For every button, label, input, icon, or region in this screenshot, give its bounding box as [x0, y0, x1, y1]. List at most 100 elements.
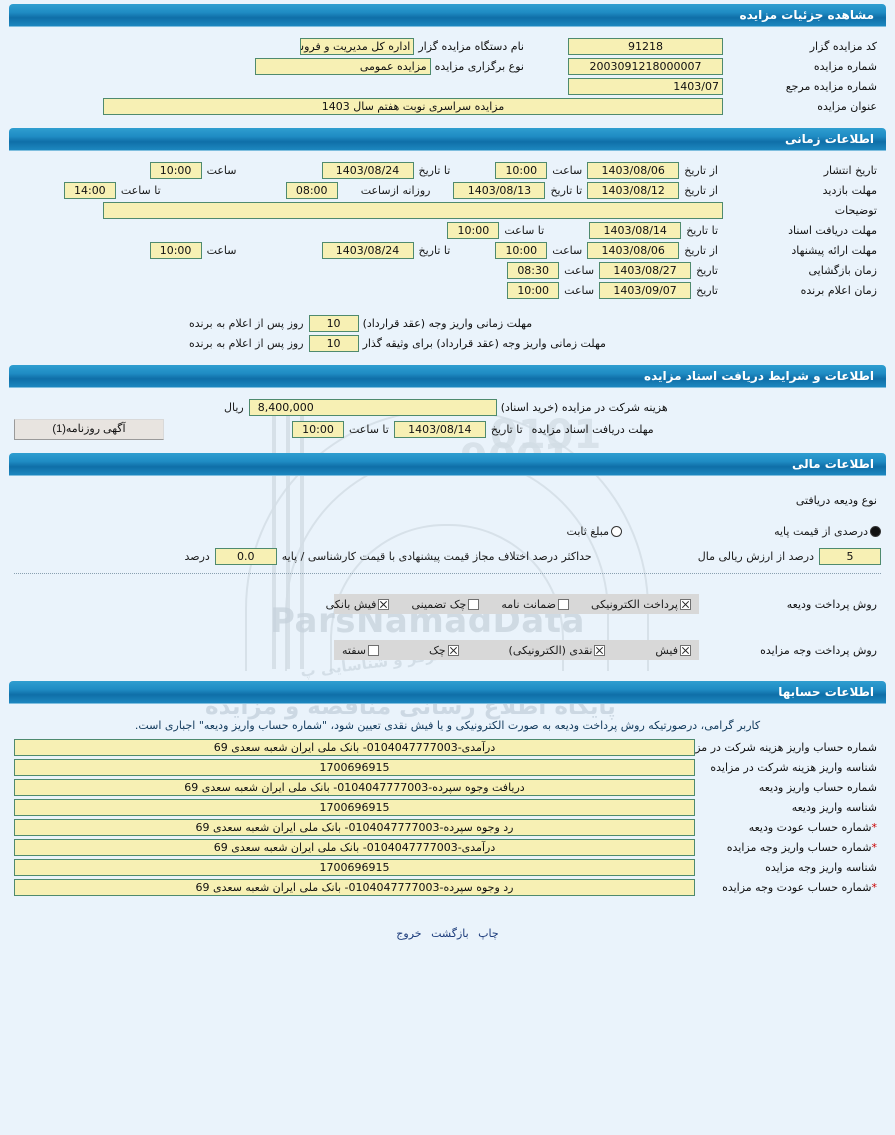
radio-percent-of-base[interactable]: درصدی از قیمت پایه — [774, 525, 881, 538]
row-offer-deadline: مهلت ارائه پیشنهاد از تاریخ 1403/08/06 س… — [0, 242, 895, 259]
checkbox-promissory-icon — [368, 644, 380, 656]
field-visit-from-date[interactable]: 1403/08/12 — [587, 182, 680, 199]
account-field-7[interactable]: رد وجوه سپرده-0104047777003- بانک ملی ای… — [14, 879, 695, 896]
checkbox-auction-receipt[interactable]: فیش — [655, 644, 691, 657]
account-field-4[interactable]: رد وجوه سپرده-0104047777003- بانک ملی ای… — [14, 819, 695, 836]
checkbox-auction-promissory[interactable]: سفته — [342, 644, 380, 657]
label-publish-to: تا تاریخ — [418, 164, 451, 177]
field-opening-date[interactable]: 1403/08/27 — [599, 262, 692, 279]
account-field-0[interactable]: درآمدی-0104047777003- بانک ملی ایران شعب… — [14, 739, 695, 756]
account-field-3[interactable]: 1700696915 — [14, 799, 695, 816]
field-holding-type[interactable]: مزایده عمومی — [254, 58, 431, 75]
field-publish-to-time[interactable]: 10:00 — [149, 162, 202, 179]
field-participation-fee[interactable]: 8,400,000 — [248, 399, 497, 416]
label-deposit-opt-0: پرداخت الکترونیکی — [591, 597, 678, 611]
label-winner-hour: ساعت — [564, 284, 595, 297]
field-winner-date[interactable]: 1403/09/07 — [599, 282, 692, 299]
field-docs-deadline-date[interactable]: 1403/08/14 — [589, 222, 682, 239]
checkbox-deposit-certified-check[interactable]: چک تضمینی — [411, 597, 480, 611]
label-deposit-opt-2: چک تضمینی — [411, 597, 467, 611]
field-docs-receipt-time[interactable]: 10:00 — [292, 421, 344, 438]
row-winner-announce: زمان اعلام برنده تاریخ 1403/09/07 ساعت 1… — [0, 282, 895, 299]
label-percent-of-asset: درصد از ارزش ریالی مال — [697, 550, 814, 563]
field-description[interactable] — [103, 202, 723, 219]
label-auction-title: عنوان مزایده — [817, 100, 877, 113]
account-label-4: *شماره حساب عودت ودیعه — [748, 821, 877, 834]
account-field-1[interactable]: 1700696915 — [14, 759, 695, 776]
account-label-1: شناسه واریز هزینه شرکت در مزایده — [710, 761, 877, 774]
auction-details-page: مشاهده جزئیات مزایده کد مزایده گزار 9121… — [0, 4, 895, 950]
account-label-2: شماره حساب واریز ودیعه — [758, 781, 877, 794]
field-opening-time[interactable]: 08:30 — [507, 262, 560, 279]
field-offer-from-time[interactable]: 10:00 — [495, 242, 548, 259]
label-docs-deadline: مهلت دریافت اسناد — [788, 224, 877, 237]
radio-fixed-amount[interactable]: مبلغ ثابت — [567, 525, 622, 538]
newspaper-ad-button[interactable]: آگهی روزنامه(1) — [14, 419, 164, 440]
label-auction-opt-1: نقدی (الکترونیکی) — [508, 643, 593, 657]
row-auction-payment-method: روش پرداخت وجه مزایده فیش نقدی (الکترونی… — [0, 640, 895, 660]
radio-dot-fixed-icon — [611, 526, 622, 537]
label-participation-fee: هزینه شرکت در مزایده (خرید اسناد) — [500, 401, 668, 414]
table-row: شماره حساب واریز هزینه شرکت در مزایده در… — [0, 739, 895, 756]
table-row: شناسه واریز ودیعه 1700696915 — [0, 799, 895, 816]
field-visit-daily-from[interactable]: 08:00 — [285, 182, 338, 199]
accounts-notice: کاربر گرامی، درصورتیکه روش پرداخت ودیعه … — [134, 719, 761, 732]
label-offer-to-time: ساعت — [206, 244, 237, 257]
checkbox-deposit-electronic[interactable]: پرداخت الکترونیکی — [591, 598, 691, 611]
label-auction-opt-2: چک — [428, 643, 446, 657]
label-max-diff-suffix: درصد — [184, 550, 210, 563]
row-participation-fee: هزینه شرکت در مزایده (خرید اسناد) 8,400,… — [0, 399, 895, 416]
checkbox-check-icon — [447, 644, 459, 656]
field-offer-to-time[interactable]: 10:00 — [149, 242, 202, 259]
label-payment-deadline-1: مهلت زمانی واریز وجه (عقد قرارداد) — [362, 317, 533, 330]
field-publish-from-time[interactable]: 10:00 — [495, 162, 548, 179]
exit-link[interactable]: خروج — [396, 927, 422, 940]
account-field-2[interactable]: دریافت وجوه سپرده-0104047777003- بانک مل… — [14, 779, 695, 796]
label-holding-type: نوع برگزاری مزایده — [434, 60, 524, 73]
field-payment-deadline-1[interactable]: 10 — [308, 315, 359, 332]
section-header-docs: اطلاعات و شرایط دریافت اسناد مزایده — [9, 365, 886, 388]
account-field-6[interactable]: 1700696915 — [14, 859, 695, 876]
checkbox-auction-cash-electronic[interactable]: نقدی (الکترونیکی) — [509, 644, 606, 657]
row-deposit-type: نوع ودیعه دریافتی — [0, 494, 895, 507]
financial-info-section: نوع ودیعه دریافتی درصدی از قیمت پایه مبل… — [0, 480, 895, 669]
table-row: *شماره حساب عودت وجه مزایده رد وجوه سپرد… — [0, 879, 895, 896]
field-payment-deadline-2[interactable]: 10 — [308, 335, 359, 352]
field-visit-daily-to[interactable]: 14:00 — [63, 182, 116, 199]
account-label-5: *شماره حساب واریز وجه مزایده — [726, 841, 878, 854]
field-offer-from-date[interactable]: 1403/08/06 — [587, 242, 680, 259]
field-auctioneer-code[interactable]: 91218 — [568, 38, 723, 55]
required-asterisk-5: * — [871, 841, 878, 854]
print-link[interactable]: چاپ — [478, 927, 499, 940]
field-offer-to-date[interactable]: 1403/08/24 — [321, 242, 414, 259]
checkbox-auction-check[interactable]: چک — [429, 644, 459, 657]
label-deposit-opt-1: ضمانت نامه — [501, 597, 556, 611]
field-winner-time[interactable]: 10:00 — [507, 282, 560, 299]
label-docs-receipt-time: تا ساعت — [349, 423, 389, 436]
checkbox-deposit-guarantee[interactable]: ضمانت نامه — [501, 598, 569, 611]
account-field-5[interactable]: درآمدی-0104047777003- بانک ملی ایران شعب… — [14, 839, 695, 856]
label-payment-deadline-2: مهلت زمانی واریز وجه (عقد قرارداد) برای … — [362, 337, 606, 350]
label-visit-to: تا تاریخ — [550, 184, 583, 197]
field-reference-number[interactable]: 1403/07 — [568, 78, 723, 95]
field-visit-to-date[interactable]: 1403/08/13 — [453, 182, 546, 199]
field-auction-number[interactable]: 2003091218000007 — [568, 58, 723, 75]
row-auction-title: عنوان مزایده مزایده سراسری نوبت هفتم سال… — [0, 98, 895, 115]
field-max-diff-value[interactable]: 0.0 — [214, 548, 277, 565]
field-docs-deadline-time[interactable]: 10:00 — [447, 222, 500, 239]
table-row: شناسه واریز وجه مزایده 1700696915 — [0, 859, 895, 876]
field-percent-value[interactable]: 5 — [819, 548, 881, 565]
field-docs-receipt-date[interactable]: 1403/08/14 — [393, 421, 486, 438]
checkbox-cash-electronic-icon — [594, 644, 606, 656]
field-publish-from-date[interactable]: 1403/08/06 — [587, 162, 680, 179]
checkbox-guarantee-icon — [558, 598, 569, 610]
back-link[interactable]: بازگشت — [431, 927, 469, 940]
field-publish-to-date[interactable]: 1403/08/24 — [321, 162, 414, 179]
label-auctioneer-code: کد مزایده گزار — [809, 40, 877, 53]
label-winner-announce: زمان اعلام برنده — [800, 284, 877, 297]
label-offer-deadline: مهلت ارائه پیشنهاد — [791, 244, 877, 257]
checkbox-deposit-bank-receipt[interactable]: فیش بانکی — [326, 598, 390, 611]
docs-conditions-section: هزینه شرکت در مزایده (خرید اسناد) 8,400,… — [0, 392, 895, 449]
field-auction-title[interactable]: مزایده سراسری نوبت هفتم سال 1403 — [103, 98, 723, 115]
